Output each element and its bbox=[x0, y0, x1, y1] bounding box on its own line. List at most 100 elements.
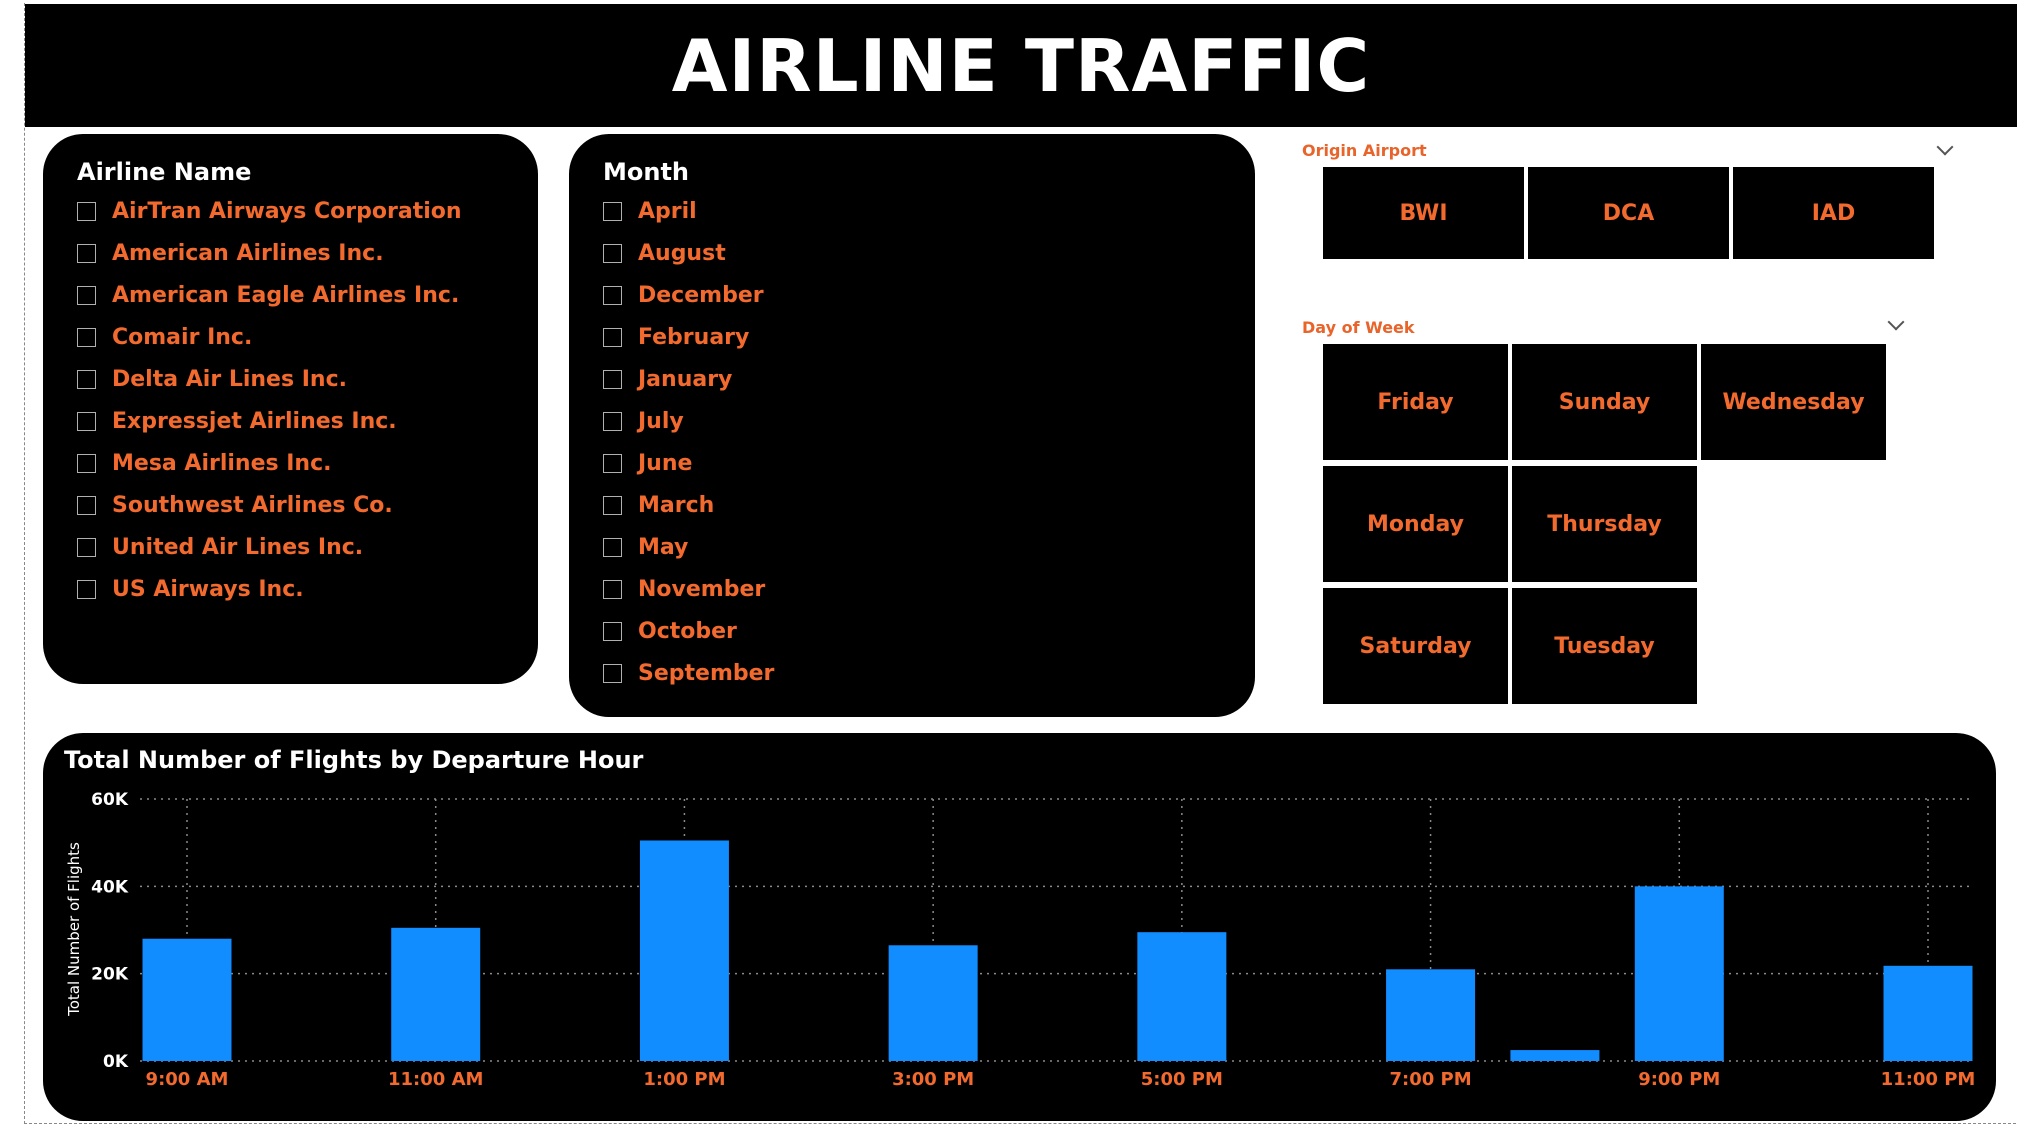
month-slicer-item[interactable]: September bbox=[603, 658, 774, 688]
month-slicer-item-label: October bbox=[638, 618, 737, 644]
day-slicer-tile[interactable]: Friday bbox=[1323, 344, 1508, 460]
chart-title: Total Number of Flights by Departure Hou… bbox=[64, 746, 644, 774]
airline-slicer-item[interactable]: AirTran Airways Corporation bbox=[77, 196, 462, 226]
checkbox[interactable] bbox=[603, 663, 622, 683]
x-tick-label: 5:00 PM bbox=[1141, 1069, 1223, 1090]
month-slicer-item-label: December bbox=[638, 282, 764, 308]
y-tick-label: 20K bbox=[91, 965, 129, 985]
day-slicer-tile[interactable]: Thursday bbox=[1512, 466, 1697, 582]
airline-slicer-item[interactable]: American Airlines Inc. bbox=[77, 238, 384, 268]
checkbox[interactable] bbox=[603, 369, 622, 389]
airline-slicer-item[interactable]: American Eagle Airlines Inc. bbox=[77, 280, 459, 310]
airline-slicer-item[interactable]: US Airways Inc. bbox=[77, 574, 304, 604]
x-tick-label: 9:00 PM bbox=[1638, 1069, 1720, 1090]
month-slicer-item[interactable]: April bbox=[603, 196, 697, 226]
month-slicer-item-label: March bbox=[638, 492, 715, 518]
checkbox[interactable] bbox=[77, 285, 96, 305]
month-slicer-item[interactable]: November bbox=[603, 574, 765, 604]
y-tick-label: 60K bbox=[91, 790, 129, 810]
month-slicer-item[interactable]: February bbox=[603, 322, 749, 352]
checkbox[interactable] bbox=[77, 327, 96, 347]
checkbox[interactable] bbox=[603, 537, 622, 557]
x-tick-label: 1:00 PM bbox=[643, 1069, 725, 1090]
checkbox[interactable] bbox=[77, 201, 96, 221]
bar[interactable] bbox=[1883, 965, 1973, 1061]
airline-slicer-item-label: Mesa Airlines Inc. bbox=[112, 450, 332, 476]
day-slicer-tile[interactable]: Monday bbox=[1323, 466, 1508, 582]
month-slicer-item-label: May bbox=[638, 534, 689, 560]
month-slicer-item[interactable]: July bbox=[603, 406, 684, 436]
checkbox[interactable] bbox=[603, 243, 622, 263]
day-slicer-header: Day of Week bbox=[1302, 318, 1415, 337]
checkbox[interactable] bbox=[77, 369, 96, 389]
month-slicer-header: Month bbox=[603, 158, 690, 186]
bar[interactable] bbox=[391, 927, 481, 1061]
bar[interactable] bbox=[639, 840, 729, 1061]
month-slicer-item-label: April bbox=[638, 198, 697, 224]
month-slicer-item-label: January bbox=[638, 366, 733, 392]
x-tick-label: 7:00 PM bbox=[1389, 1069, 1471, 1090]
checkbox[interactable] bbox=[603, 453, 622, 473]
x-tick-label: 11:00 AM bbox=[388, 1069, 483, 1090]
bar[interactable] bbox=[888, 945, 978, 1061]
airline-slicer-item[interactable]: United Air Lines Inc. bbox=[77, 532, 363, 562]
airline-slicer-item[interactable]: Delta Air Lines Inc. bbox=[77, 364, 347, 394]
checkbox[interactable] bbox=[603, 327, 622, 347]
origin-slicer-tile[interactable]: DCA bbox=[1528, 167, 1729, 259]
checkbox[interactable] bbox=[603, 285, 622, 305]
checkbox[interactable] bbox=[603, 411, 622, 431]
bar[interactable] bbox=[1137, 932, 1227, 1061]
x-tick-label: 3:00 PM bbox=[892, 1069, 974, 1090]
checkbox[interactable] bbox=[77, 537, 96, 557]
day-slicer-tile[interactable]: Saturday bbox=[1323, 588, 1508, 704]
title-bar: AIRLINE TRAFFIC bbox=[25, 4, 2017, 127]
checkbox[interactable] bbox=[77, 453, 96, 473]
y-tick-label: 40K bbox=[91, 877, 129, 897]
month-slicer-item[interactable]: August bbox=[603, 238, 726, 268]
month-slicer-item[interactable]: June bbox=[603, 448, 692, 478]
airline-slicer-item-label: US Airways Inc. bbox=[112, 576, 304, 602]
month-slicer-item[interactable]: October bbox=[603, 616, 737, 646]
airline-slicer-item[interactable]: Expressjet Airlines Inc. bbox=[77, 406, 397, 436]
month-slicer-item[interactable]: January bbox=[603, 364, 732, 394]
airline-slicer-item[interactable]: Southwest Airlines Co. bbox=[77, 490, 393, 520]
checkbox[interactable] bbox=[603, 621, 622, 641]
origin-slicer-tile[interactable]: IAD bbox=[1733, 167, 1934, 259]
month-slicer-item[interactable]: December bbox=[603, 280, 764, 310]
checkbox[interactable] bbox=[603, 201, 622, 221]
origin-slicer-header: Origin Airport bbox=[1302, 141, 1427, 160]
day-slicer-tile[interactable]: Sunday bbox=[1512, 344, 1697, 460]
month-slicer-item-label: July bbox=[638, 408, 684, 434]
x-tick-label: 11:00 PM bbox=[1881, 1069, 1976, 1090]
page-title: AIRLINE TRAFFIC bbox=[671, 23, 1371, 108]
report-frame bbox=[24, 3, 2016, 1124]
month-slicer-panel: Month April August December February January… bbox=[569, 134, 1255, 717]
airline-slicer-header: Airline Name bbox=[77, 158, 252, 186]
month-slicer-item[interactable]: March bbox=[603, 490, 714, 520]
origin-slicer-tile[interactable]: BWI bbox=[1323, 167, 1524, 259]
day-slicer-tile[interactable]: Wednesday bbox=[1701, 344, 1886, 460]
checkbox[interactable] bbox=[603, 495, 622, 515]
day-slicer-tile[interactable]: Tuesday bbox=[1512, 588, 1697, 704]
checkbox[interactable] bbox=[603, 579, 622, 599]
airline-slicer-item[interactable]: Comair Inc. bbox=[77, 322, 252, 352]
checkbox[interactable] bbox=[77, 411, 96, 431]
y-tick-label: 0K bbox=[103, 1052, 129, 1072]
bar[interactable] bbox=[142, 938, 232, 1061]
airline-slicer-item[interactable]: Mesa Airlines Inc. bbox=[77, 448, 332, 478]
checkbox[interactable] bbox=[77, 579, 96, 599]
checkbox[interactable] bbox=[77, 495, 96, 515]
bar[interactable] bbox=[1634, 886, 1724, 1061]
bar[interactable] bbox=[1386, 969, 1476, 1061]
bar[interactable] bbox=[1510, 1050, 1600, 1061]
airline-slicer-item-label: Southwest Airlines Co. bbox=[112, 492, 393, 518]
airline-slicer-item-label: Delta Air Lines Inc. bbox=[112, 366, 347, 392]
month-slicer-item-label: September bbox=[638, 660, 775, 686]
checkbox[interactable] bbox=[77, 243, 96, 263]
month-slicer-item[interactable]: May bbox=[603, 532, 688, 562]
airline-slicer-panel: Airline Name AirTran Airways Corporation… bbox=[43, 134, 538, 684]
airline-slicer-item-label: United Air Lines Inc. bbox=[112, 534, 364, 560]
airline-slicer-item-label: American Eagle Airlines Inc. bbox=[112, 282, 460, 308]
